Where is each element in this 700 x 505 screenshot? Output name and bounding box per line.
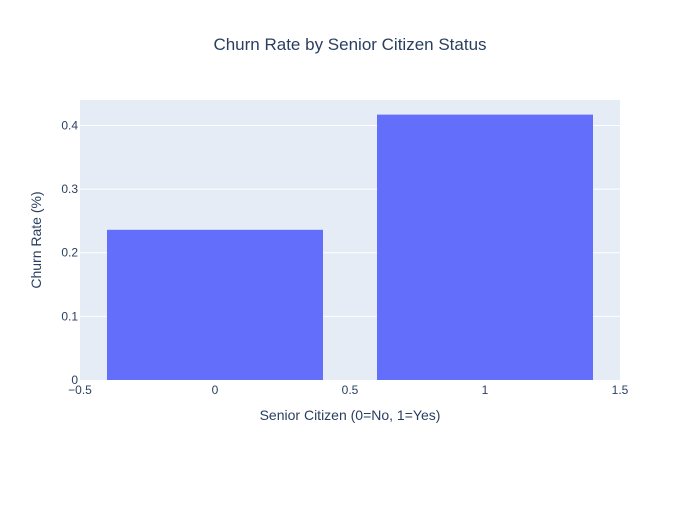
- bar-senior-0: [107, 229, 323, 380]
- x-tick-label: 0.5: [342, 383, 359, 397]
- bar-senior-1: [377, 114, 593, 381]
- chart-title: Churn Rate by Senior Citizen Status: [213, 35, 486, 54]
- x-tick-label: 1.5: [612, 383, 629, 397]
- x-tick-label: 0: [212, 383, 219, 397]
- y-axis-ticks: 0 0.1 0.2 0.3 0.4: [61, 118, 78, 387]
- x-axis-title: Senior Citizen (0=No, 1=Yes): [260, 407, 441, 423]
- y-tick-label: 0.1: [61, 309, 78, 323]
- x-axis-ticks: −0.5 0 0.5 1 1.5: [68, 383, 629, 397]
- y-tick-label: 0: [71, 373, 78, 387]
- y-tick-label: 0.4: [61, 118, 78, 132]
- x-tick-label: 1: [482, 383, 489, 397]
- bars: [107, 114, 593, 381]
- y-axis-title: Churn Rate (%): [28, 191, 44, 288]
- x-tick-label: −0.5: [68, 383, 92, 397]
- y-tick-label: 0.2: [61, 246, 78, 260]
- y-tick-label: 0.3: [61, 182, 78, 196]
